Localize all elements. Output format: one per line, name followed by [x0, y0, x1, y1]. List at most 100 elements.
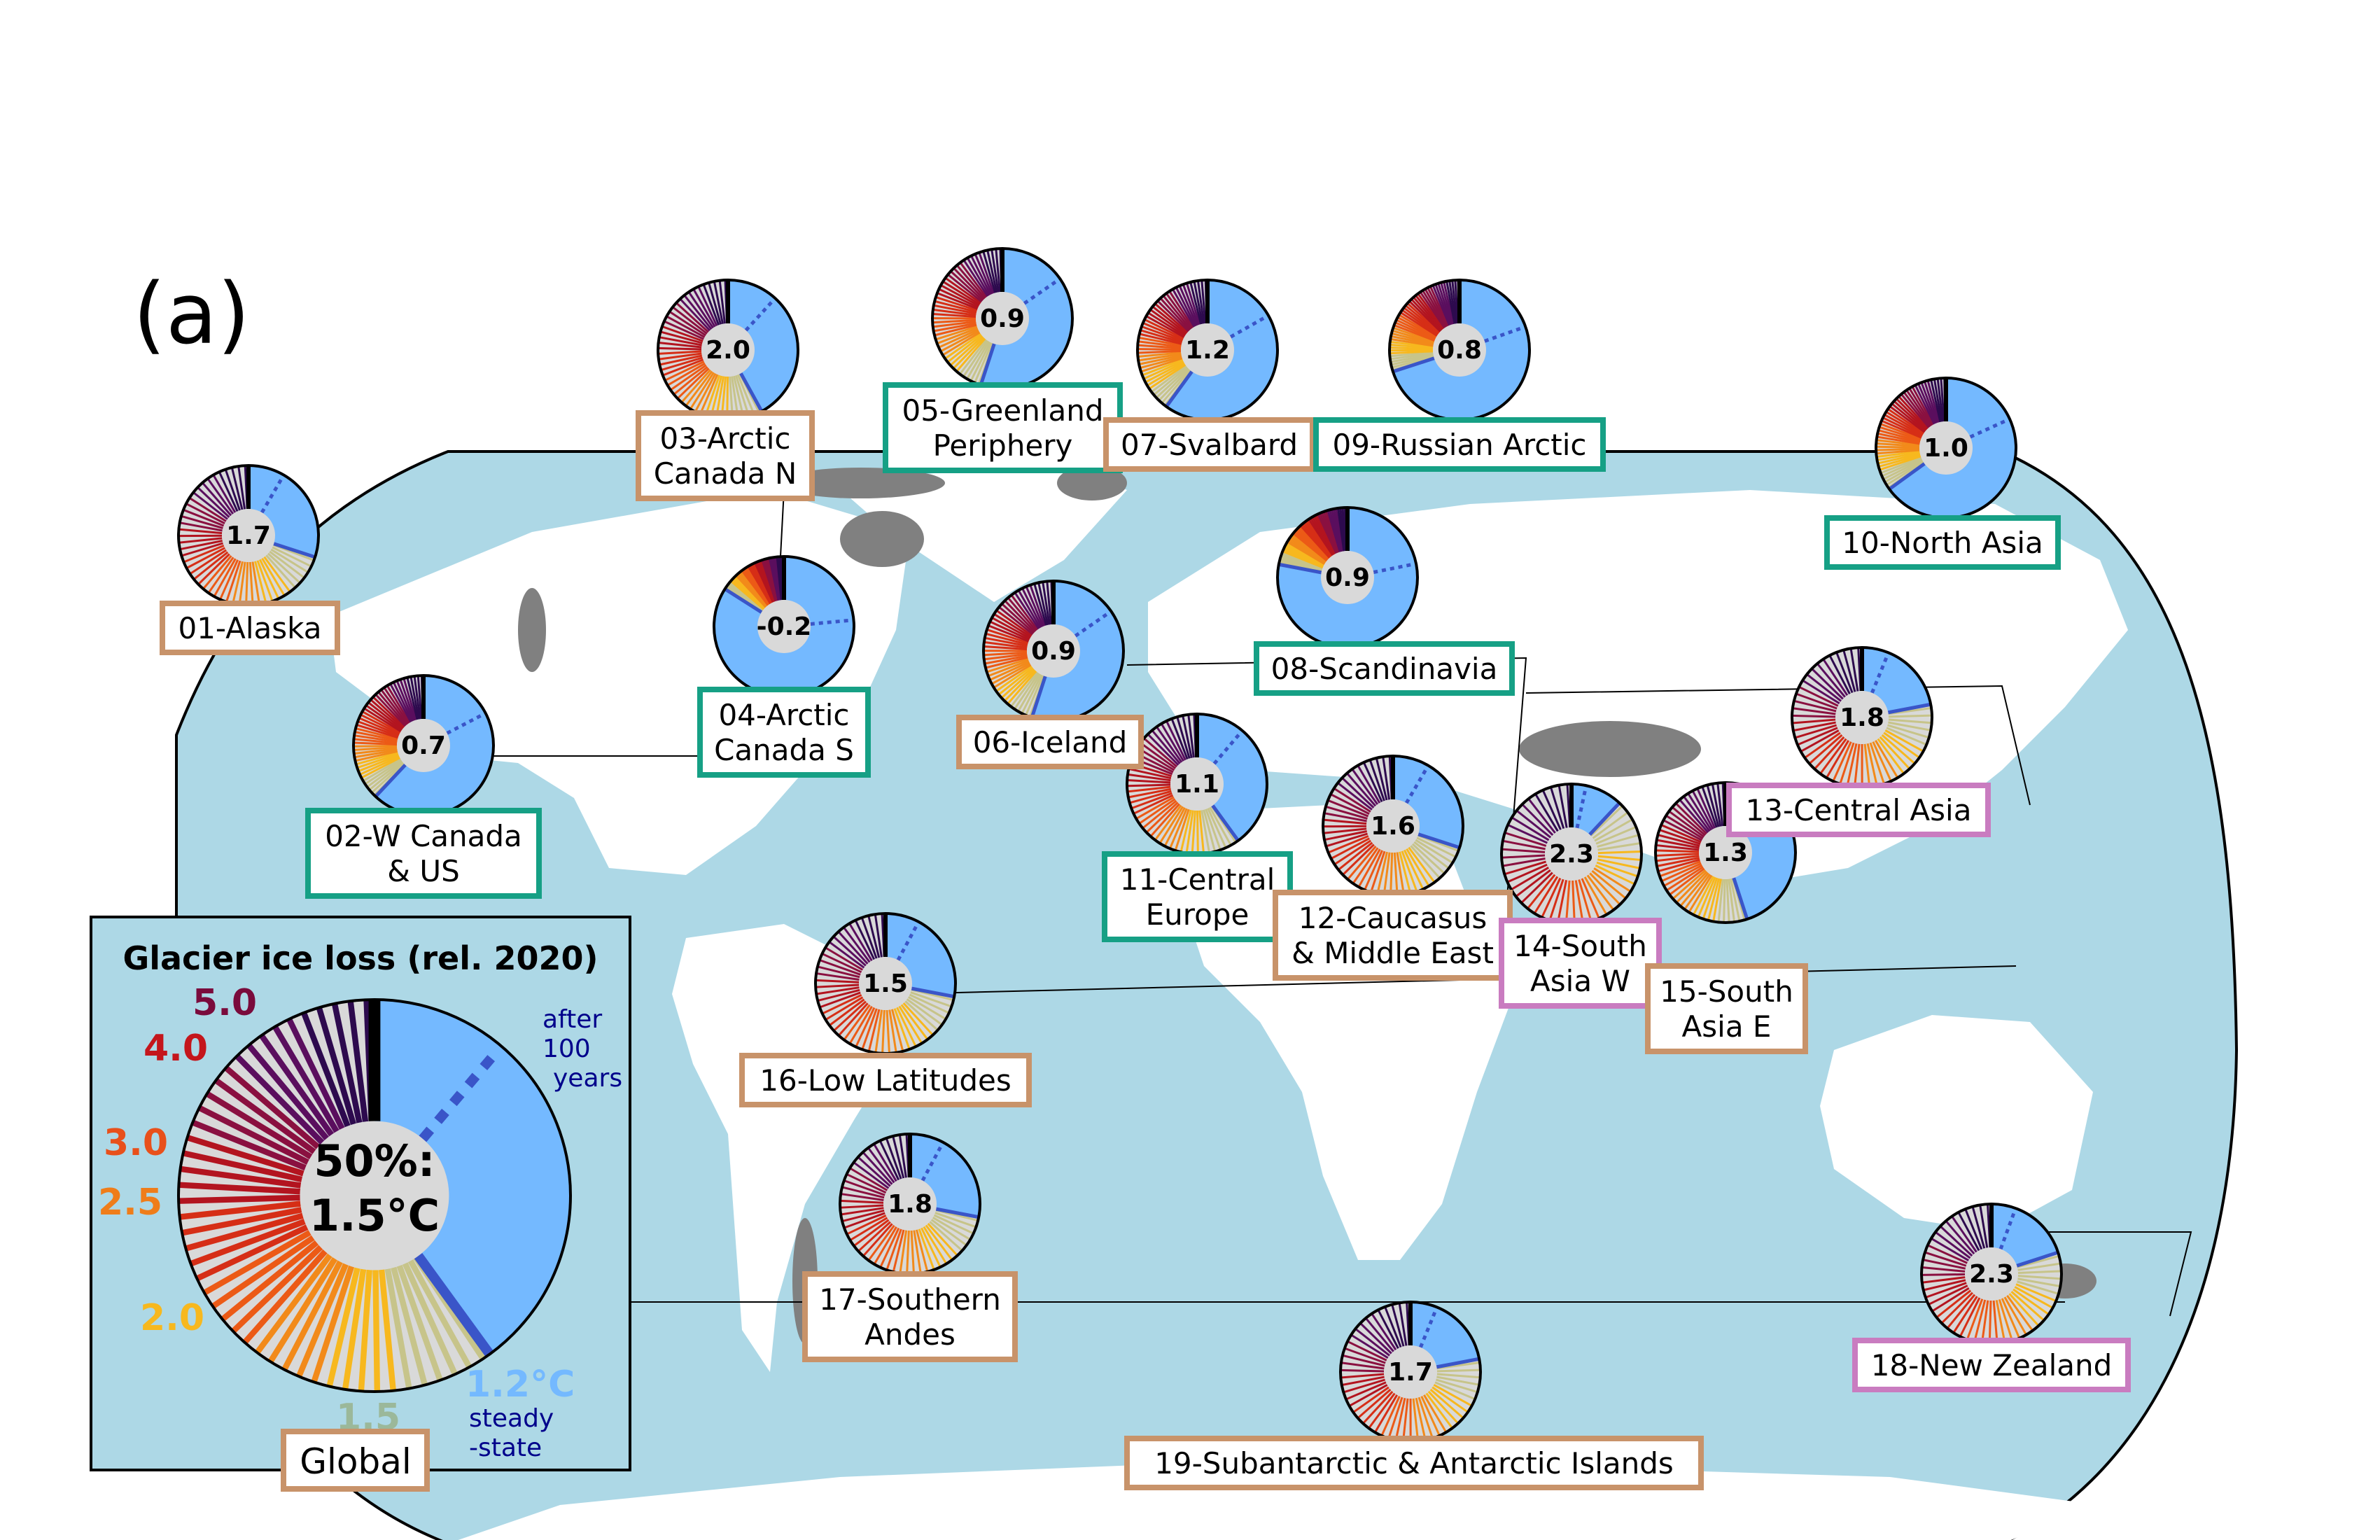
pie-center: [300, 1121, 449, 1270]
pie-scenario-line: [1656, 849, 1700, 853]
pie-scenario-line: [1888, 707, 1932, 715]
pie-scenario-line: [942, 280, 981, 306]
pie-scenario-line: [873, 1143, 897, 1182]
pie-scenario-line: [1327, 799, 1369, 818]
pie-scenario-line: [1406, 848, 1430, 887]
pie-scenario-line: [2012, 1288, 2050, 1315]
pie-scenario-line: [1595, 864, 1635, 886]
pie-scenario-line: [1357, 764, 1381, 804]
pie-scenario-line: [1656, 839, 1700, 849]
pie-scenario-line: [1832, 741, 1852, 782]
pie-scenario-line: [1333, 788, 1371, 813]
pie-scenario-line: [1819, 738, 1847, 775]
pie-scenario-line: [1046, 581, 1052, 625]
region-pie-value-08: 0.9: [1325, 564, 1370, 592]
pie-scenario-line: [1879, 455, 1921, 471]
region-label-19-line-1: 19-Subantarctic & Antarctic Islands: [1154, 1446, 1674, 1480]
pie-100yr-marker: [810, 618, 853, 626]
pie-scenario-line: [1127, 785, 1171, 793]
pie-scenario-line: [2006, 1294, 2033, 1331]
pie-100yr-marker: [419, 1046, 503, 1142]
pie-scenario-line: [660, 330, 703, 344]
pie-scenario-line: [1410, 298, 1442, 332]
pie-scenario-line: [1926, 380, 1940, 423]
region-pie-value-11: 1.1: [1175, 770, 1219, 799]
pie-scenario-line: [1437, 283, 1452, 326]
region-label-14-line-1: 14-South: [1513, 929, 1647, 963]
pie-scenario-line: [1021, 587, 1043, 628]
region-pie-02: [352, 674, 495, 817]
region-pie-value-06: 0.9: [1031, 637, 1076, 666]
pie-scenario-line: [1151, 729, 1181, 764]
region-pie-value-13: 1.8: [1840, 704, 1884, 732]
pie-scenario-line: [192, 491, 228, 520]
pie-scenario-line: [816, 972, 860, 981]
pie-scenario-line: [699, 374, 719, 415]
pie-scenario-line: [886, 1009, 890, 1054]
pie-scenario-line: [1658, 829, 1701, 846]
region-pie-01: [177, 464, 320, 607]
pie-scenario-line: [202, 555, 232, 590]
pie-scenario-line: [993, 612, 1032, 638]
pie-scenario-line: [281, 1260, 343, 1371]
pie-scenario-line: [1876, 449, 1920, 455]
pie-100yr-marker: [1998, 1209, 2017, 1250]
pie-scenario-line: [1370, 850, 1386, 893]
pie-scenario-line: [1581, 878, 1600, 919]
pie-scenario-line: [1794, 724, 1837, 739]
pie-scenario-line: [2003, 1296, 2027, 1336]
pie-scenario-line: [360, 757, 400, 779]
pie-scenario-line: [1182, 715, 1193, 759]
pie-scenario-line: [962, 340, 989, 377]
pie-scenario-line: [1854, 743, 1861, 788]
pie-scenario-line: [990, 248, 1000, 293]
pie-scenario-line: [2017, 1254, 2060, 1268]
pie-scenario-line: [356, 724, 399, 739]
pie-scenario-line: [234, 1054, 325, 1145]
pie-scenario-line: [1017, 589, 1042, 629]
pie-scenario-line: [1406, 302, 1441, 333]
pie-scenario-line: [372, 696, 405, 728]
pie-steady-marker: [1888, 462, 1926, 491]
pie-scenario-line: [892, 1229, 905, 1273]
pie-scenario-line: [181, 1207, 302, 1236]
pie-scenario-line: [1716, 783, 1724, 827]
pie-scenario-line: [181, 514, 223, 529]
pie-scenario-line: [1147, 312, 1186, 337]
region-pie-value-15: 1.3: [1703, 839, 1748, 867]
pie-scenario-line: [708, 282, 722, 325]
pie-scenario-line: [683, 294, 713, 330]
pie-scenario-line: [1410, 845, 1441, 879]
pie-scenario-line: [1863, 743, 1871, 788]
pie-scenario-line: [1415, 1397, 1427, 1441]
pie-scenario-line: [1898, 396, 1929, 429]
pie-scenario-line: [1390, 351, 1434, 358]
pie-scenario-line: [347, 1000, 369, 1122]
pie-scenario-line: [230, 467, 244, 510]
pie-scenario-line: [396, 680, 414, 722]
pie-scenario-line: [1911, 386, 1935, 426]
pie-scenario-line: [1178, 285, 1198, 326]
pie-scenario-line: [862, 1151, 893, 1185]
pie-steady-marker: [1030, 676, 1047, 718]
pie-scenario-line: [1988, 1300, 1992, 1345]
pie-scenario-line: [664, 320, 704, 340]
legend-steady-note-1: steady: [469, 1404, 554, 1433]
pie-scenario-line: [1527, 798, 1556, 834]
pie-scenario-line: [1384, 1306, 1402, 1348]
pie-scenario-line: [1541, 877, 1562, 918]
pie-scenario-line: [1330, 837, 1371, 860]
pie-scenario-line: [391, 1266, 428, 1386]
pie-scenario-line: [1393, 852, 1399, 896]
pie-scenario-line: [929, 1221, 963, 1252]
pie-scenario-line: [1702, 877, 1718, 920]
pie-scenario-line: [1883, 732, 1920, 759]
pie-scenario-line: [1597, 834, 1639, 848]
pie-scenario-line: [1324, 830, 1368, 841]
region-label-18-line-1: 18-New Zealand: [1871, 1348, 2113, 1382]
pie-scenario-line: [878, 1140, 900, 1181]
pie-scenario-line: [1877, 452, 1921, 465]
pie-scenario-line: [1394, 321, 1436, 341]
region-label-03-line-1: 03-Arctic: [659, 421, 790, 456]
pie-scenario-line: [1940, 378, 1945, 422]
